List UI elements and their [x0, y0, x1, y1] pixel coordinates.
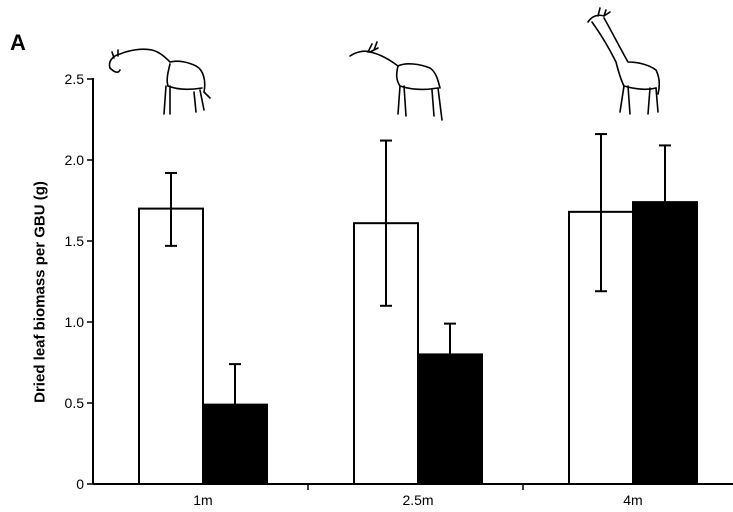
error-bars — [165, 133, 671, 405]
x-tick-label: 2.5m — [402, 492, 433, 508]
bar-series-2-2.5m — [417, 353, 483, 485]
y-tick-label: 2.5 — [65, 71, 85, 87]
x-tick-label: 4m — [623, 492, 642, 508]
x-tick-label: 1m — [193, 492, 212, 508]
giraffe-browsing-mid-icon — [349, 41, 443, 121]
y-tick-label: 1.5 — [65, 233, 85, 249]
panel-label: A — [10, 30, 26, 55]
bar-series-1-1m — [138, 207, 204, 485]
bar-series-2-1m — [202, 403, 268, 485]
tick-labels: 0 0.5 1.0 1.5 2.0 2.5 1m 2.5m 4m — [65, 71, 643, 508]
y-tick-label: 1.0 — [65, 314, 85, 330]
y-tick-label: 0 — [76, 476, 84, 492]
y-tick-label: 0.5 — [65, 395, 85, 411]
bar-series-1-4m — [568, 210, 634, 485]
bar-series-2-4m — [632, 201, 698, 485]
giraffe-browsing-high-icon — [587, 7, 661, 115]
giraffe-browsing-low-icon — [108, 48, 211, 115]
y-tick-label: 2.0 — [65, 152, 85, 168]
bars — [138, 201, 698, 485]
